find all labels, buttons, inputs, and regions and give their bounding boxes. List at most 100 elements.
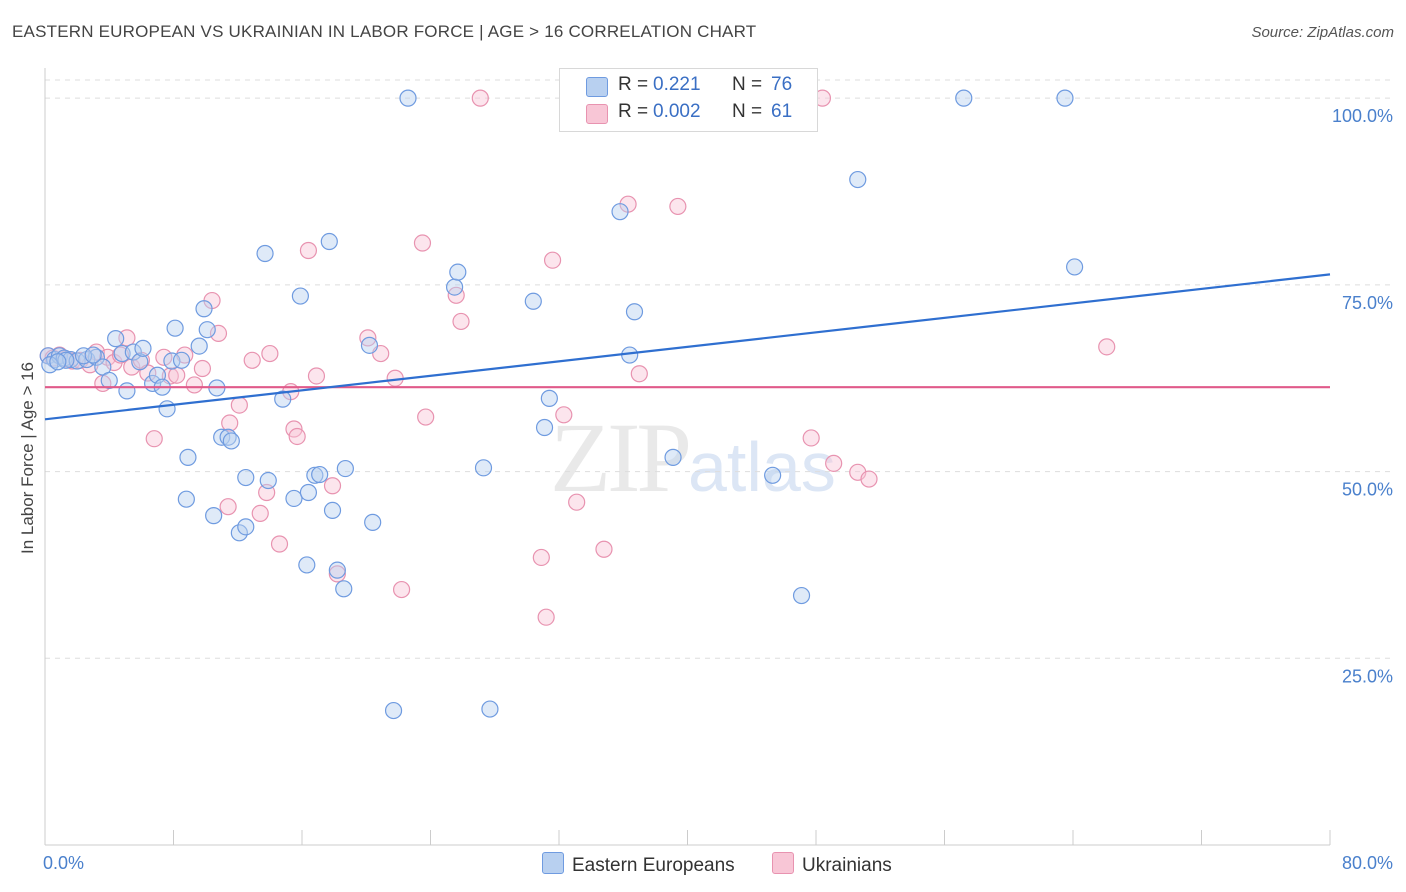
eastern-european-point: [274, 390, 292, 408]
eastern-european-point: [311, 465, 329, 484]
ukrainian-point: [251, 504, 269, 522]
ukrainian-point: [532, 548, 550, 567]
eastern-european-point: [1056, 89, 1074, 107]
ukrainian-point: [568, 493, 586, 511]
ukrainian-point: [630, 365, 648, 383]
eastern-european-point: [611, 203, 629, 221]
eastern-european-point: [364, 513, 382, 531]
legend-n-value-eastern: 76: [771, 74, 793, 95]
eastern-european-point: [222, 432, 240, 450]
eastern-european-point: [198, 321, 216, 339]
eastern-european-point: [320, 232, 338, 251]
eastern-european-point: [100, 371, 118, 390]
eastern-european-point: [131, 353, 149, 371]
ukrainian-point: [155, 348, 173, 366]
eastern-european-point: [335, 580, 353, 598]
grid-lines: [45, 79, 1395, 659]
ukrainian-point: [669, 197, 687, 216]
eastern-european-point: [107, 330, 125, 348]
eastern-european-point: [179, 448, 197, 466]
eastern-european-point: [205, 507, 223, 525]
legend-r-label: R =: [618, 101, 649, 122]
y-tick-label: 50.0%: [1342, 480, 1393, 500]
legend-swatch-eastern: [586, 77, 608, 97]
eastern-european-point: [172, 351, 191, 369]
ukrainian-point: [860, 470, 878, 488]
eastern-european-point: [384, 701, 403, 720]
eastern-european-point: [449, 263, 467, 281]
y-tick-label: 25.0%: [1342, 666, 1393, 686]
chart-title: EASTERN EUROPEAN VS UKRAINIAN IN LABOR F…: [12, 22, 757, 41]
legend-n-label: N =: [732, 101, 763, 122]
eastern-european-point: [399, 89, 417, 107]
ukrainian-point: [323, 477, 342, 495]
series-legend-eastern[interactable]: Eastern Europeans: [542, 852, 735, 877]
watermark-atlas: atlas: [688, 428, 836, 506]
eastern-european-point: [1066, 258, 1084, 276]
eastern-european-point: [177, 490, 195, 508]
ukrainian-point: [168, 366, 186, 384]
series-legend: Eastern Europeans Ukrainians: [0, 852, 1406, 878]
source-label: Source: ZipAtlas.com: [1251, 24, 1394, 41]
ukrainian-point: [299, 241, 318, 260]
ukrainian-point: [193, 359, 212, 378]
eastern-european-point: [285, 489, 303, 508]
axis-labels: 25.0% 50.0% 75.0% 100.0% 0.0% 80.0% In Labor F…: [18, 106, 1393, 873]
correlation-legend: R = 0.221 N = 76 R = 0.002 N = 61: [559, 68, 818, 132]
x-tick-label-max: 80.0%: [1342, 853, 1393, 873]
ukrainian-point: [230, 396, 248, 414]
eastern-european-point: [849, 170, 867, 189]
eastern-european-point: [524, 292, 542, 310]
eastern-european-point: [74, 347, 93, 365]
eastern-european-point: [166, 319, 184, 337]
legend-n-label: N =: [732, 74, 763, 95]
ukrainian-point: [417, 408, 435, 426]
axes: [44, 68, 1331, 846]
series-legend-ukrainian[interactable]: Ukrainians: [772, 852, 892, 877]
eastern-european-point: [445, 278, 464, 296]
eastern-european-point: [360, 336, 379, 354]
ukrainian-point: [452, 312, 470, 331]
eastern-european-point: [764, 466, 782, 484]
eastern-european-point: [299, 483, 318, 502]
eastern-european-point: [195, 300, 213, 318]
ukrainian-point: [825, 454, 843, 472]
ukrainian-point: [1098, 338, 1116, 356]
trend-lines: [44, 273, 1331, 421]
legend-r-value-eastern: 0.221: [653, 74, 701, 95]
eastern-european-point: [323, 501, 342, 520]
ukrainian-point: [471, 89, 489, 107]
ukrainian-point: [221, 414, 239, 432]
eastern-european-point: [328, 561, 346, 579]
series-swatch-eastern: [542, 852, 564, 874]
ukrainian-point: [802, 429, 820, 447]
eastern-european-point: [134, 339, 152, 357]
y-tick-label: 75.0%: [1342, 293, 1393, 313]
legend-r-value-ukrainian: 0.002: [653, 101, 701, 122]
eastern-european-point: [84, 346, 102, 364]
ukrainian-points: [39, 89, 1116, 626]
legend-r-label: R =: [618, 74, 649, 95]
ukrainian-point: [270, 535, 289, 553]
eastern-european-point: [213, 428, 231, 446]
legend-n-value-ukrainian: 61: [771, 101, 793, 122]
series-label-eastern: Eastern Europeans: [572, 855, 735, 876]
eastern-european-trend-line: [44, 273, 1331, 421]
ukrainian-point: [307, 367, 326, 385]
x-tick-label-min: 0.0%: [43, 853, 84, 873]
ukrainian-point: [328, 565, 346, 583]
eastern-european-point: [49, 353, 67, 371]
eastern-european-point: [664, 448, 682, 466]
eastern-european-point: [625, 303, 644, 321]
eastern-european-point: [190, 337, 208, 355]
eastern-european-points: [39, 89, 1084, 720]
series-label-ukrainian: Ukrainians: [802, 855, 892, 876]
eastern-european-point: [256, 244, 274, 263]
eastern-european-point: [118, 382, 136, 400]
eastern-european-point: [158, 400, 176, 418]
eastern-european-point: [124, 343, 142, 361]
eastern-european-point: [237, 468, 255, 487]
y-axis-title: In Labor Force | Age > 16: [18, 362, 37, 554]
eastern-european-point: [336, 459, 354, 478]
ukrainian-point: [243, 351, 261, 369]
